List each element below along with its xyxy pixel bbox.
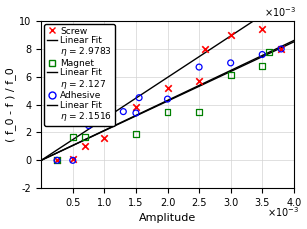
Point (165, 110, 170, 113)
Point (279, 47, 284, 51)
Point (55, 158, 60, 162)
Text: $\times 10^{-3}$: $\times 10^{-3}$ (267, 205, 299, 219)
Point (70, 135, 75, 139)
Point (121, 110, 126, 113)
X-axis label: Amplitude: Amplitude (139, 213, 196, 224)
Point (70, 157, 75, 161)
Point (86, 124, 91, 127)
Point (228, 61, 233, 65)
Point (102, 120, 107, 123)
Point (228, 74, 233, 77)
Point (102, 136, 107, 140)
Point (197, 79, 202, 83)
Point (137, 96, 142, 100)
Point (55, 158, 60, 162)
Legend: Screw, Linear Fit, $\eta$ = 2.9783, Magnet, Linear Fit, $\eta$ = 2.127, Adhesive: Screw, Linear Fit, $\eta$ = 2.9783, Magn… (44, 24, 115, 126)
Point (165, 97, 170, 101)
Text: $\times 10^{-3}$: $\times 10^{-3}$ (264, 6, 296, 19)
Point (197, 65, 202, 69)
Point (279, 47, 284, 51)
Point (197, 110, 202, 113)
Point (134, 106, 138, 109)
Point (83, 144, 88, 148)
Point (260, 28, 265, 31)
Point (203, 47, 208, 51)
Point (228, 33, 233, 37)
Point (55, 158, 60, 162)
Point (83, 135, 88, 139)
Y-axis label: ( f_0 - f ) / f_0: ( f_0 - f ) / f_0 (6, 67, 17, 142)
Point (260, 64, 265, 68)
Point (266, 50, 271, 54)
Point (165, 86, 170, 90)
Point (70, 158, 75, 162)
Point (260, 53, 265, 56)
Point (134, 132, 138, 136)
Point (134, 111, 138, 115)
